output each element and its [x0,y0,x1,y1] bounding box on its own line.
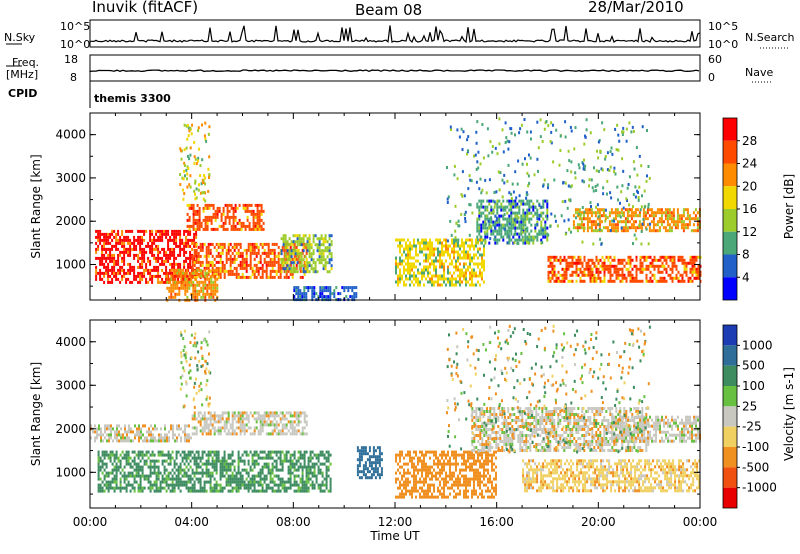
power-ytick-0: 1000 [55,258,86,272]
power-region-1 [186,203,265,231]
station-title: Inuvik (fitACF) [92,0,199,16]
cpid-label: CPID [8,87,38,100]
velocity-ytick-2: 3000 [55,378,86,392]
velocity-panel [90,324,701,499]
power-ylabel: Slant Range [km] [29,154,43,258]
velocity-colorbar-bin-4 [723,406,737,427]
nsky-tick-bottom: 10^0 [60,38,91,51]
xtick-6: 00:00 [683,515,718,529]
power-panel [95,117,702,302]
power-ytick-2: 3000 [55,171,86,185]
velocity-colorbar-bin-5 [723,426,737,447]
power-colorbar-bin-5 [723,231,737,255]
xtick-2: 08:00 [276,515,311,529]
velocity-colorbar-bin-6 [723,447,737,468]
nsearch-tick-top: 10^5 [708,20,739,33]
xtick-3: 12:00 [378,515,413,529]
nsky-label: N.Sky [4,31,36,44]
power-region-4 [280,234,333,274]
velocity-colorbar-tick-0: 1000 [742,338,773,352]
velocity-colorbar-tick-1: 500 [742,359,765,373]
power-colorbar-tick-0: 28 [742,134,757,148]
date-title: 28/Mar/2010 [588,0,684,16]
velocity-scatter [179,324,651,454]
velocity-colorbar-tick-4: -25 [742,420,762,434]
nsearch-label: N.Search [745,31,795,44]
velocity-ytick-3: 4000 [55,335,86,349]
power-region-8 [395,238,485,287]
power-region-7 [547,255,702,283]
velocity-ytick-0: 1000 [55,465,86,479]
power-ytick-3: 4000 [55,128,86,142]
xtick-0: 00:00 [73,515,108,529]
power-colorbar-bin-4 [723,209,737,232]
velocity-colorbar-bin-8 [723,487,737,508]
freq-tick-bottom: 8 [70,71,77,84]
nsearch-tick-bottom: 10^0 [708,38,739,51]
cpid-value: themis 3300 [94,92,171,105]
power-colorbar-bin-6 [723,254,737,278]
velocity-region-7 [356,446,383,480]
power-ytick-1: 2000 [55,214,86,228]
power-region-9 [293,286,358,302]
power-region-5 [476,199,549,245]
freq-unit: [MHz] [6,68,39,81]
power-colorbar-bin-1 [723,140,737,164]
power-region-0 [95,229,198,284]
velocity-colorbar-bin-0 [723,325,737,346]
power-colorbar-tick-4: 12 [742,225,757,239]
velocity-colorbar-tick-2: 100 [742,379,765,393]
velocity-colorbar-tick-7: -1000 [742,481,777,495]
power-scatter [179,117,651,246]
velocity-ylabel: Slant Range [km] [29,362,43,466]
power-region-6 [572,208,701,233]
velocity-colorbar-tick-5: -100 [742,440,769,454]
beam-title: Beam 08 [355,1,423,19]
velocity-colorbar-tick-3: 25 [742,399,757,413]
velocity-region-4 [471,407,650,452]
velocity-colorbar-bin-7 [723,467,737,488]
freq-trace [89,69,700,73]
nave-tick-top: 60 [708,53,722,66]
freq-tick-top: 18 [64,53,78,66]
power-colorbar-label: Power [dB] [782,174,796,239]
power-colorbar-bin-0 [723,118,737,141]
power-colorbar-bin-3 [723,186,737,209]
nsky-tick-top: 10^5 [60,20,91,33]
xtick-4: 16:00 [479,515,514,529]
power-colorbar-tick-1: 24 [742,157,757,171]
xtick-5: 20:00 [581,515,616,529]
velocity-region-1 [90,424,192,443]
velocity-region-5 [522,459,701,493]
velocity-colorbar-bin-3 [723,386,737,407]
velocity-colorbar-bin-1 [723,345,737,366]
velocity-region-0 [97,450,332,493]
nsky-panel-frame [89,19,701,48]
velocity-colorbar-label: Velocity [m s-1] [782,367,796,461]
xtick-1: 04:00 [174,515,209,529]
xlabel: Time UT [369,529,420,543]
velocity-colorbar-tick-6: -500 [742,460,769,474]
freq-panel-frame [89,54,701,82]
velocity-region-2 [191,411,308,436]
velocity-colorbar-bin-2 [723,365,737,386]
power-region-3 [166,268,219,302]
nave-label: Nave [745,66,774,79]
nsky-trace [89,25,701,44]
power-colorbar-bin-2 [723,163,737,187]
velocity-region-3 [395,450,497,499]
power-colorbar-bin-7 [723,277,737,300]
nave-tick-bottom: 0 [708,71,715,84]
power-colorbar-tick-6: 4 [742,270,750,284]
power-colorbar-tick-5: 8 [742,248,750,262]
power-colorbar-tick-2: 20 [742,179,757,193]
power-colorbar-tick-3: 16 [742,202,757,216]
velocity-ytick-1: 2000 [55,422,86,436]
velocity-colorbar-frame [722,324,738,509]
